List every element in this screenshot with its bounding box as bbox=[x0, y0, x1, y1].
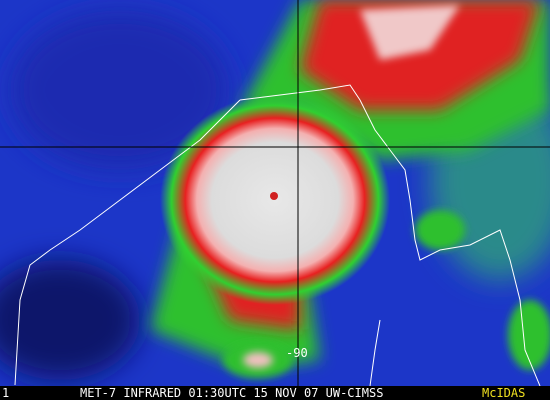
caption: MET-7 INFRARED 01:30UTC 15 NOV 07 UW-CIM… bbox=[80, 386, 383, 400]
imagery: -90 bbox=[0, 0, 550, 387]
grid-label: -90 bbox=[286, 346, 308, 360]
footer-bar: 1 MET-7 INFRARED 01:30UTC 15 NOV 07 UW-C… bbox=[0, 386, 550, 400]
frame-number: 1 bbox=[2, 386, 9, 400]
logo: McIDAS bbox=[482, 386, 525, 400]
